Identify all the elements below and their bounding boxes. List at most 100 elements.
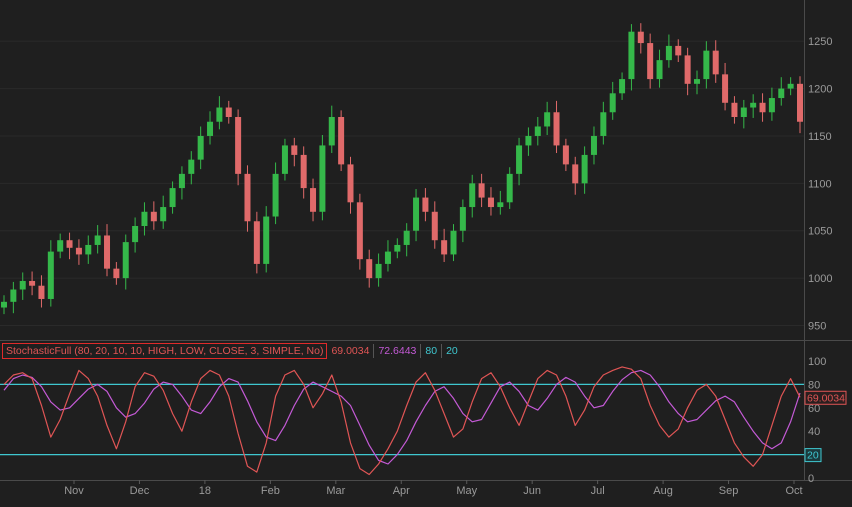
candle-body [469, 183, 476, 208]
price-tick-label: 1150 [808, 131, 832, 143]
price-tick-label: 950 [808, 321, 826, 333]
oscillator-tick-label: 100 [808, 356, 826, 368]
price-axis: 950 1000 1050 1100 1150 1200 1250 [808, 36, 832, 332]
candle-body [478, 183, 485, 198]
candle-body [506, 173, 513, 203]
candle-body [403, 230, 410, 245]
candle-body [29, 280, 36, 286]
candle-body [497, 202, 504, 208]
candle-body [10, 289, 17, 302]
candle-body [675, 45, 682, 56]
candle-body [431, 211, 438, 241]
candle-body [207, 121, 214, 136]
candle-body [553, 112, 560, 146]
candle-body [85, 244, 92, 255]
candle-body [759, 102, 766, 113]
study-value-overbought: 80 [421, 343, 443, 358]
candle-body [516, 145, 523, 174]
candle-body [104, 235, 111, 269]
candle-body [394, 244, 401, 252]
candle-body [1, 301, 7, 308]
candle-body [665, 45, 672, 61]
k-value-badge [804, 390, 847, 405]
candle-body [244, 173, 251, 222]
candle-body [253, 221, 260, 264]
candle-body [300, 154, 307, 189]
candle-body [132, 226, 139, 243]
candle-body [609, 93, 616, 113]
candle-body [562, 145, 569, 165]
oscillator-levels [0, 383, 804, 456]
candle-body [216, 107, 223, 122]
study-title[interactable]: StochasticFull (80, 20, 10, 10, HIGH, LO… [2, 342, 328, 359]
candle-body [768, 98, 775, 113]
candle-body [356, 202, 363, 260]
oscillator-tick-label: 60 [808, 403, 820, 415]
oscillator-tick-label: 40 [808, 426, 820, 438]
oscillator-lines [3, 366, 801, 476]
candle-body [19, 280, 26, 290]
k-value-badge-label: 69.0034 [807, 392, 845, 404]
oscillator-tick-label: 80 [808, 379, 820, 391]
candle-body [731, 102, 738, 117]
d-line [3, 369, 801, 465]
candle-body [375, 263, 382, 279]
candle-body [169, 188, 176, 208]
study-legend: StochasticFull (80, 20, 10, 10, HIGH, LO… [0, 342, 462, 359]
time-tick-label: 18 [199, 485, 211, 497]
candle-body [47, 251, 54, 299]
candle-body [197, 135, 204, 160]
candle-body [459, 207, 466, 231]
candle-body [572, 164, 579, 184]
candle-body [684, 55, 691, 84]
candle-body [637, 31, 644, 44]
candle-body [534, 126, 541, 136]
candle-body [75, 247, 82, 255]
candle-body [722, 74, 729, 103]
candle-body [272, 173, 279, 217]
time-tick-label: Feb [261, 485, 280, 497]
candle-body [188, 159, 195, 174]
value-badges: 69.0034 20 [804, 390, 847, 463]
candle-body [778, 88, 785, 99]
candle-body [66, 240, 73, 248]
candle-body [57, 240, 64, 252]
candle-body [544, 112, 551, 127]
candle-body [600, 112, 607, 136]
candle-body [656, 60, 663, 80]
study-value-oversold: 20 [446, 344, 458, 357]
time-tick-label: Jul [591, 485, 605, 497]
time-axis: Nov Dec 18 Feb Mar Apr May Jun Jul Aug Sep Oct [64, 480, 803, 497]
candle-body [441, 240, 448, 255]
time-tick-label: Apr [393, 485, 410, 497]
candle-body [94, 235, 101, 245]
candle-body [740, 107, 747, 117]
price-tick-label: 1250 [808, 36, 832, 48]
candle-body [291, 145, 298, 155]
candle-body [450, 230, 457, 255]
time-tick-label: Oct [785, 485, 802, 497]
price-tick-label: 1050 [808, 226, 832, 238]
candle-body [581, 154, 588, 184]
k-line [3, 366, 801, 476]
time-tick-label: Sep [719, 485, 739, 497]
candle-body [319, 145, 326, 212]
candle-body [263, 216, 270, 264]
time-tick-label: Aug [653, 485, 673, 497]
candle-body [122, 242, 129, 279]
time-tick-label: May [456, 485, 477, 497]
candle-body [113, 268, 120, 279]
candle-body [338, 117, 345, 165]
candle-body [712, 50, 719, 75]
study-value-d: 72.6443 [374, 343, 422, 358]
oscillator-tick-label: 0 [808, 473, 814, 485]
candle-body [366, 259, 373, 279]
candle-body [328, 117, 335, 146]
time-tick-label: Dec [130, 485, 150, 497]
study-value-k: 69.0034 [327, 343, 375, 358]
price-tick-label: 1000 [808, 273, 832, 285]
candle-body [141, 211, 148, 226]
candle-body [384, 251, 391, 264]
